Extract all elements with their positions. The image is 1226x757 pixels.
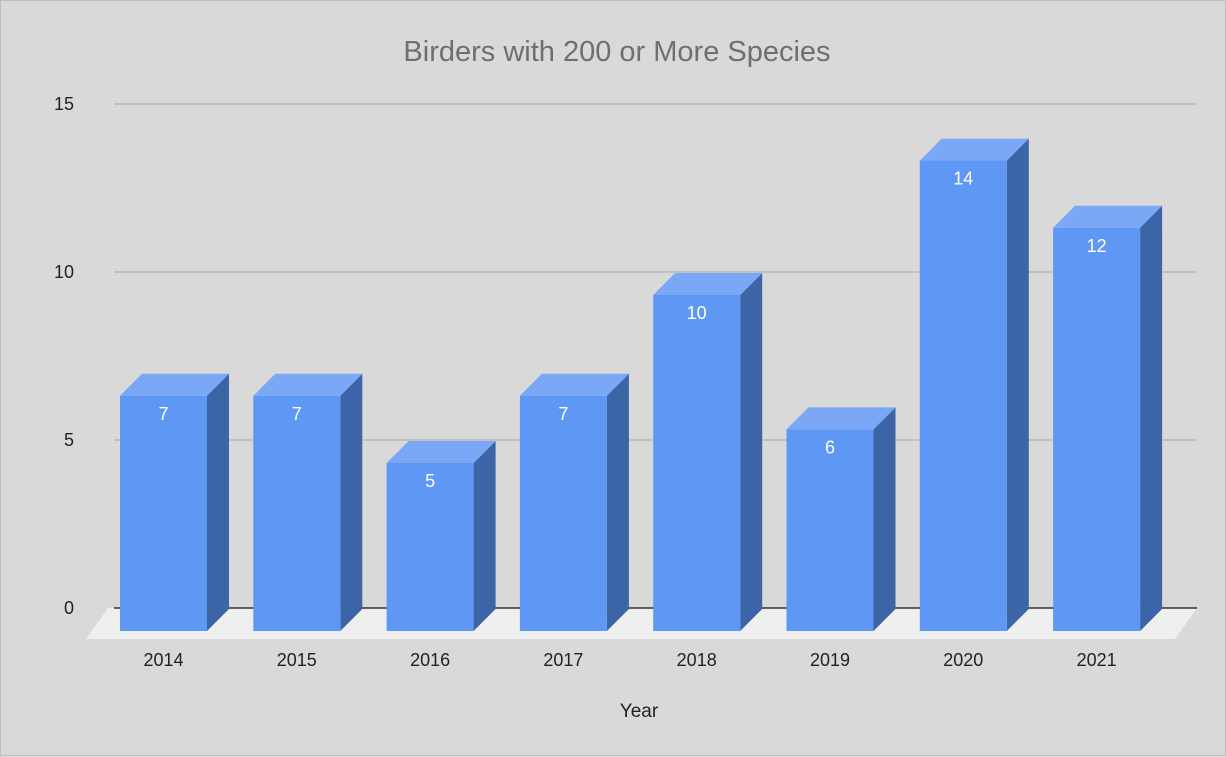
data-label: 7 xyxy=(558,404,568,424)
chart-title: Birders with 200 or More Species xyxy=(403,36,830,68)
x-tick-label: 2017 xyxy=(543,650,583,670)
bar-side-face xyxy=(1006,138,1029,631)
data-label: 6 xyxy=(825,437,835,457)
bar-front-face xyxy=(1053,227,1141,632)
x-tick-label: 2020 xyxy=(943,650,983,670)
bar-top-face xyxy=(1053,205,1163,228)
data-label: 7 xyxy=(158,404,168,424)
bar-top-face xyxy=(786,407,896,430)
y-tick-label: 0 xyxy=(64,598,74,618)
bar-front-face xyxy=(120,395,207,631)
bar-front-face xyxy=(786,429,874,631)
bar-side-face xyxy=(606,373,629,631)
data-label: 5 xyxy=(425,471,435,491)
bar-top-face xyxy=(919,138,1029,161)
bar-side-face xyxy=(473,441,496,631)
bar-2015: 7 xyxy=(253,373,363,631)
x-axis-title: Year xyxy=(620,701,659,722)
bars: 7 7 5 7 10 6 14 12 xyxy=(120,138,1163,632)
bar-top-face xyxy=(519,373,629,396)
floor-plane xyxy=(86,608,1197,639)
bar-top-face xyxy=(253,373,363,396)
bar-2016: 5 xyxy=(386,441,496,631)
x-tick-label: 2019 xyxy=(810,650,850,670)
bar-2021: 12 xyxy=(1053,205,1163,632)
y-tick-label: 15 xyxy=(54,94,74,114)
x-tick-label: 2015 xyxy=(277,650,317,670)
bar-top-face xyxy=(120,373,229,396)
data-label: 14 xyxy=(953,169,973,189)
data-label: 12 xyxy=(1087,236,1107,256)
bar-top-face xyxy=(386,441,496,463)
y-tick-label: 10 xyxy=(54,262,74,282)
data-label: 7 xyxy=(292,404,302,424)
x-axis-ticks: 2014 2015 2016 2017 2018 2019 2020 2021 xyxy=(143,650,1116,670)
bar-2020: 14 xyxy=(919,138,1029,631)
bar-front-face xyxy=(253,395,341,631)
bar-front-face xyxy=(653,295,741,631)
bar-front-face xyxy=(386,463,474,631)
bar-side-face xyxy=(340,373,363,631)
data-label: 10 xyxy=(687,303,707,323)
x-tick-label: 2016 xyxy=(410,650,450,670)
x-tick-label: 2018 xyxy=(677,650,717,670)
bar-front-face xyxy=(519,395,607,631)
y-axis-ticks: 0 5 10 15 xyxy=(54,94,74,618)
bar-side-face xyxy=(740,273,763,631)
bar-2018: 10 xyxy=(653,273,763,631)
bar-top-face xyxy=(653,273,763,295)
bar-side-face xyxy=(873,407,896,631)
bar-side-face xyxy=(207,373,229,631)
y-tick-label: 5 xyxy=(64,430,74,450)
bar-2019: 6 xyxy=(786,407,896,631)
bar-side-face xyxy=(1140,205,1163,632)
bar-2014: 7 xyxy=(120,373,229,631)
chart-floor xyxy=(86,608,1197,639)
x-tick-label: 2021 xyxy=(1077,650,1117,670)
x-tick-label: 2014 xyxy=(143,650,183,670)
bar-2017: 7 xyxy=(519,373,629,631)
bar-front-face xyxy=(919,160,1007,631)
